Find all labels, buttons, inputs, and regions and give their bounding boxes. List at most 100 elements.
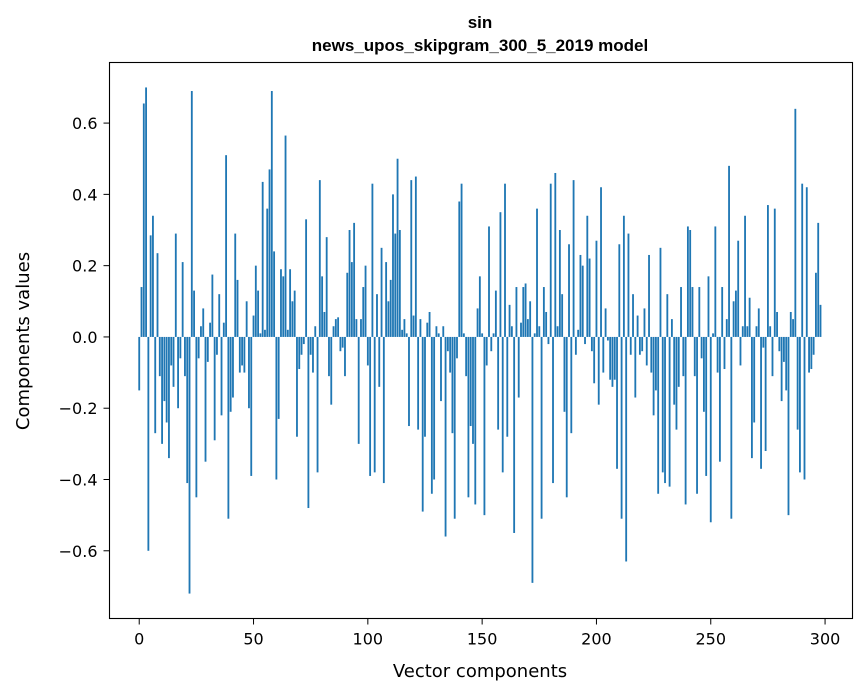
bar-179 [547, 336, 550, 345]
bar-260 [732, 301, 735, 337]
bar-121 [414, 176, 417, 337]
bar-287 [794, 108, 797, 337]
bar-183 [556, 326, 559, 337]
bar-96 [357, 336, 360, 444]
bar-295 [812, 336, 815, 355]
bar-152 [485, 336, 488, 366]
bar-232 [668, 336, 671, 487]
bar-224 [650, 336, 653, 373]
bar-142 [462, 333, 465, 337]
bar-126 [426, 322, 429, 337]
bar-85 [332, 326, 335, 337]
bar-216 [632, 294, 634, 337]
bar-237 [680, 287, 682, 337]
bar-5 [149, 235, 152, 337]
bar-107 [382, 336, 385, 484]
bar-39 [227, 336, 230, 519]
bar-212 [622, 215, 625, 337]
bar-129 [433, 336, 436, 480]
bar-37 [222, 322, 225, 337]
bar-293 [808, 336, 810, 373]
bar-245 [698, 287, 701, 337]
bar-234 [673, 336, 676, 405]
bar-98 [362, 287, 365, 337]
bar-291 [803, 336, 806, 480]
bar-83 [328, 336, 330, 377]
bar-254 [718, 336, 721, 462]
bar-115 [401, 329, 404, 337]
bar-231 [666, 294, 669, 337]
bar-102 [371, 183, 374, 337]
bar-8 [156, 253, 159, 337]
bar-201 [597, 336, 600, 405]
bar-177 [542, 287, 545, 337]
bar-229 [661, 336, 664, 473]
bar-76 [312, 336, 314, 373]
bar-285 [789, 311, 792, 337]
bar-123 [419, 319, 422, 337]
bar-19 [181, 262, 184, 337]
bar-178 [545, 311, 548, 337]
bar-187 [565, 336, 568, 498]
bar-72 [302, 336, 305, 345]
bar-135 [446, 336, 449, 352]
bar-270 [755, 326, 758, 337]
bar-99 [364, 265, 367, 337]
bar-267 [748, 297, 751, 337]
bar-38 [225, 155, 228, 337]
bar-137 [451, 336, 454, 434]
bar-125 [424, 336, 426, 437]
bar-218 [636, 315, 639, 337]
bar-185 [561, 294, 564, 337]
bar-246 [700, 336, 703, 359]
bar-239 [684, 336, 687, 505]
bar-163 [510, 326, 513, 337]
bar-105 [378, 336, 381, 387]
bar-26 [197, 336, 200, 359]
bar-190 [572, 180, 575, 337]
bar-220 [641, 336, 644, 352]
bar-296 [815, 272, 817, 337]
bar-272 [760, 336, 762, 469]
bar-219 [638, 336, 641, 355]
bar-3 [145, 87, 147, 337]
bar-130 [435, 326, 438, 337]
bar-92 [348, 230, 351, 337]
bar-41 [232, 336, 234, 398]
bar-233 [670, 319, 673, 337]
bar-30 [206, 336, 209, 362]
bar-48 [248, 336, 250, 409]
x-tick-label: 200 [581, 630, 612, 649]
bar-32 [211, 274, 214, 337]
bar-222 [645, 336, 648, 366]
bar-249 [707, 276, 710, 337]
bar-34 [216, 336, 218, 355]
bar-78 [316, 336, 319, 473]
bar-73 [305, 219, 308, 337]
bar-86 [334, 319, 337, 337]
bar-108 [385, 262, 388, 337]
bar-93 [350, 262, 353, 337]
bar-174 [536, 208, 538, 337]
bar-150 [481, 333, 484, 337]
plot-frame [108, 61, 854, 620]
bar-128 [430, 336, 433, 494]
bar-138 [453, 336, 456, 519]
bar-289 [799, 336, 801, 473]
bar-215 [629, 336, 632, 355]
bar-191 [574, 336, 577, 355]
bar-277 [771, 336, 774, 377]
bar-67 [291, 301, 294, 337]
bar-282 [783, 336, 785, 362]
bar-160 [504, 183, 506, 337]
bar-156 [494, 290, 497, 337]
bar-80 [321, 276, 324, 337]
bar-146 [472, 336, 474, 444]
bar-209 [616, 336, 618, 469]
x-tick-label: 0 [134, 630, 144, 649]
bar-288 [796, 336, 799, 430]
bar-228 [659, 247, 662, 337]
bar-82 [325, 237, 328, 337]
bar-175 [538, 326, 541, 337]
bar-280 [778, 336, 781, 352]
